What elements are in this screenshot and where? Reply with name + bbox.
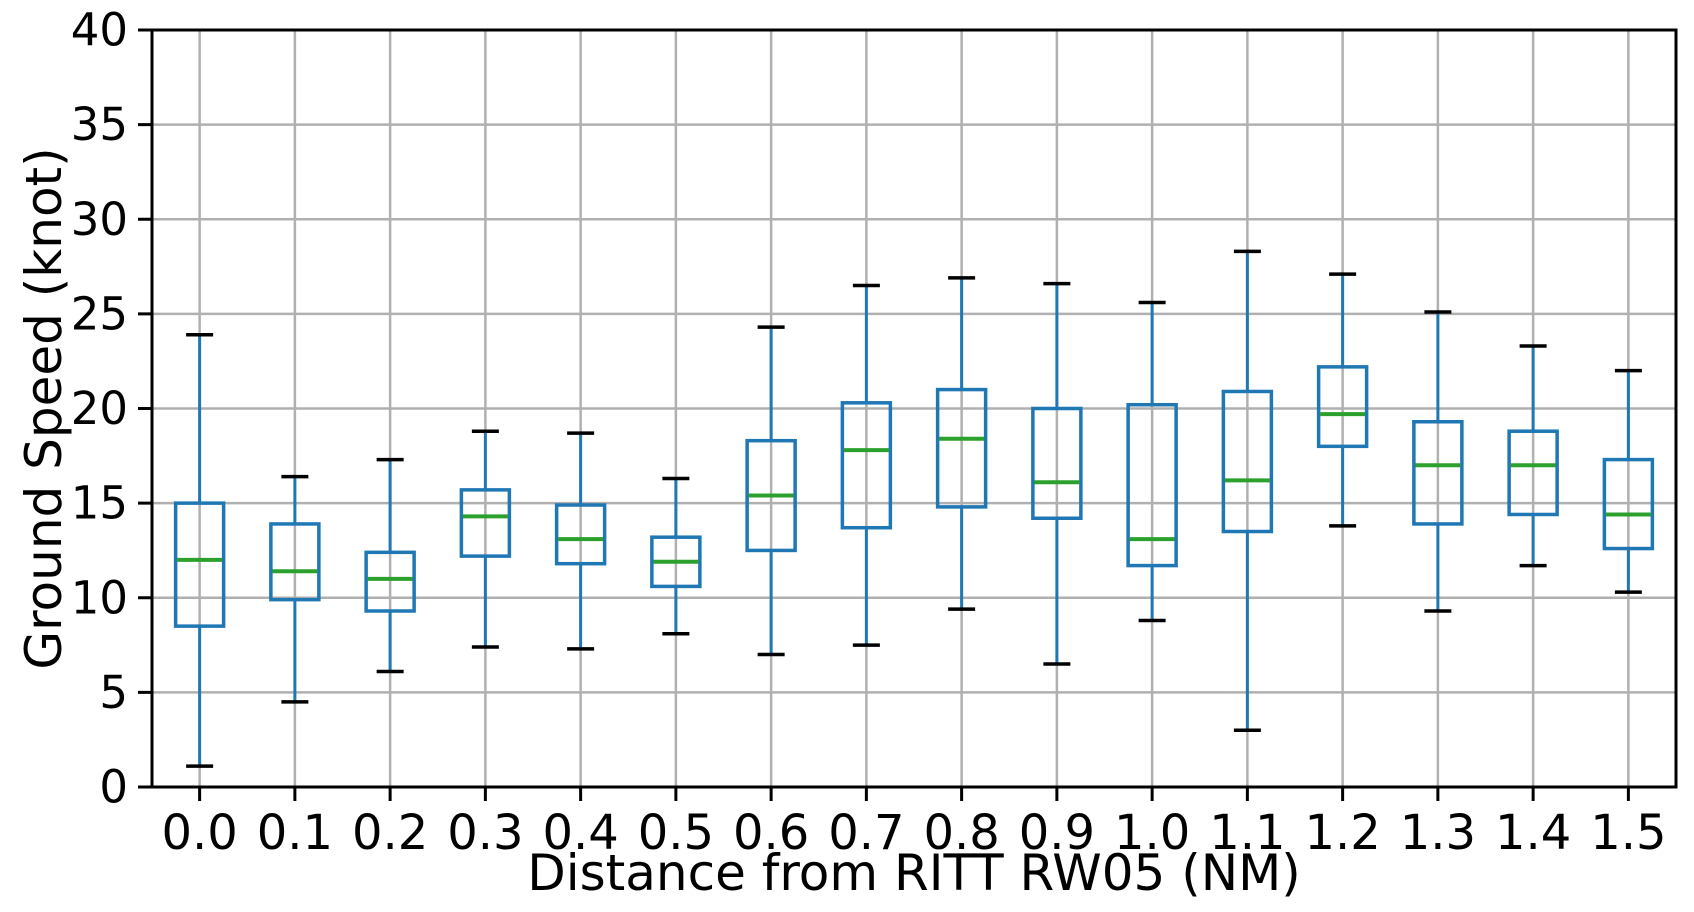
y-tick-label: 10 <box>71 571 128 624</box>
box-1.5 <box>1602 457 1655 551</box>
x-tick-label: 1.2 <box>1304 805 1380 861</box>
box-0.9 <box>1031 406 1083 521</box>
x-tick-label: 0.0 <box>161 805 237 861</box>
box-1.0 <box>1126 402 1178 568</box>
x-tick-label: 1.1 <box>1209 805 1285 861</box>
box-0.6 <box>745 438 797 553</box>
x-tick-label: 0.1 <box>257 805 333 861</box>
box-1.1 <box>1221 389 1274 534</box>
x-tick-label: 0.2 <box>352 805 428 861</box>
y-tick-label: 30 <box>71 193 128 246</box>
x-tick-label: 1.0 <box>1114 805 1190 861</box>
box-1.4 <box>1507 429 1559 517</box>
y-tick-label: 0 <box>99 761 128 814</box>
y-tick-label: 5 <box>99 666 128 719</box>
y-tick-label: 35 <box>71 98 128 151</box>
x-tick-label: 0.9 <box>1019 805 1095 861</box>
y-tick-label: 15 <box>71 477 128 530</box>
y-tick-label: 25 <box>71 287 128 340</box>
box-0.7 <box>840 401 893 530</box>
box-0.2 <box>364 550 416 613</box>
box-0.5 <box>650 535 702 589</box>
box-0.4 <box>554 503 607 566</box>
x-tick-label: 1.5 <box>1590 805 1666 861</box>
box-0.1 <box>269 522 321 602</box>
x-tick-label: 0.6 <box>733 805 809 861</box>
y-axis-label: Ground Speed (knot) <box>15 147 73 669</box>
x-tick-label: 0.5 <box>638 805 714 861</box>
box-0.8 <box>935 387 988 509</box>
box-0.0 <box>173 501 226 628</box>
box-0.3 <box>459 488 512 558</box>
box-1.2 <box>1316 365 1369 449</box>
x-tick-label: 0.8 <box>923 805 999 861</box>
x-tick-label: 0.3 <box>447 805 523 861</box>
x-tick-label: 1.3 <box>1400 805 1476 861</box>
y-tick-label: 40 <box>71 4 128 57</box>
x-tick-label: 1.4 <box>1495 805 1571 861</box>
x-tick-label: 0.7 <box>828 805 904 861</box>
x-axis-label: Distance from RITT RW05 (NM) <box>527 844 1301 902</box>
y-tick-label: 20 <box>71 382 128 435</box>
box-1.3 <box>1412 419 1464 526</box>
x-tick-label: 0.4 <box>542 805 618 861</box>
